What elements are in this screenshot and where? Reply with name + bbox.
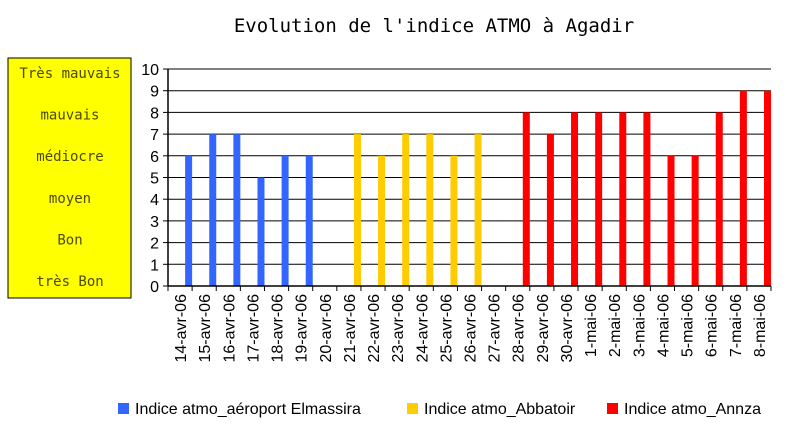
bar <box>402 134 410 286</box>
legend: Indice atmo_aéroport Elmassira Indice atm… <box>118 401 761 418</box>
x-tick-label: 14-avr-06 <box>173 294 190 363</box>
quality-label: moyen <box>49 191 91 207</box>
bar <box>595 112 603 287</box>
quality-label: mauvais <box>40 108 99 124</box>
bar <box>233 134 241 286</box>
x-tick-label: 26-avr-06 <box>463 294 480 363</box>
y-tick-label: 8 <box>150 105 159 122</box>
x-tick-label: 24-avr-06 <box>414 294 431 363</box>
bar <box>619 112 627 287</box>
bar <box>281 155 289 286</box>
y-tick-label: 4 <box>150 192 159 209</box>
bar <box>426 134 434 286</box>
bar <box>474 134 482 286</box>
bar <box>691 155 699 286</box>
y-tick-label: 2 <box>150 236 159 253</box>
x-tick-label: 28-avr-06 <box>511 294 528 363</box>
bar <box>450 155 458 286</box>
x-tick-label: 6-mai-06 <box>704 294 721 357</box>
x-tick-label: 3-mai-06 <box>631 294 648 357</box>
legend-swatch <box>607 403 618 414</box>
legend-label: Indice atmo_aéroport Elmassira <box>135 401 361 418</box>
legend-swatch <box>407 403 418 414</box>
chart-title: Evolution de l'indice ATMO à Agadir <box>234 15 634 37</box>
y-tick-label: 6 <box>150 149 159 166</box>
x-tick-label: 22-avr-06 <box>366 294 383 363</box>
bar <box>522 112 530 287</box>
y-tick-label: 5 <box>150 171 159 188</box>
x-tick-label: 23-avr-06 <box>390 294 407 363</box>
legend-swatch <box>118 403 129 414</box>
x-tick-label: 1-mai-06 <box>583 294 600 357</box>
x-tick-label: 19-avr-06 <box>294 294 311 363</box>
y-tick-label: 7 <box>150 127 159 144</box>
bar <box>643 112 651 287</box>
quality-label: très Bon <box>36 274 103 290</box>
x-tick-label: 27-avr-06 <box>487 294 504 363</box>
quality-label: médiocre <box>36 149 103 165</box>
bar <box>764 90 771 286</box>
quality-scale-background <box>7 57 132 299</box>
x-tick-label: 4-mai-06 <box>655 294 672 357</box>
quality-label: Très mauvais <box>19 66 120 82</box>
x-tick-label: 15-avr-06 <box>197 294 214 363</box>
bar <box>378 155 386 286</box>
x-tick-label: 30-avr-06 <box>559 294 576 363</box>
x-tick-label: 17-avr-06 <box>245 294 262 363</box>
x-tick-label: 5-mai-06 <box>680 294 697 357</box>
bar <box>546 134 554 286</box>
x-tick-label: 8-mai-06 <box>752 294 769 357</box>
bar <box>667 155 675 286</box>
y-tick-label: 10 <box>141 62 159 79</box>
bar <box>305 155 313 286</box>
y-tick-label: 0 <box>150 279 159 296</box>
bar <box>715 112 723 287</box>
bar <box>739 90 747 286</box>
quality-scale-box: Très mauvais mauvais médiocre moyen Bon très … <box>7 57 132 299</box>
x-tick-label: 18-avr-06 <box>270 294 287 363</box>
plot-area: 0 1 2 3 4 5 6 7 8 9 10 14-avr-06 15-avr-06 16-avr-06… <box>141 62 772 363</box>
x-tick-label: 7-mai-06 <box>728 294 745 357</box>
x-tick-label: 21-avr-06 <box>342 294 359 363</box>
bar <box>353 134 361 286</box>
bar <box>257 177 265 286</box>
legend-label: Indice atmo_Abbatoir <box>424 401 576 418</box>
y-tick-label: 1 <box>150 257 159 274</box>
x-tick-label: 25-avr-06 <box>438 294 455 363</box>
bar <box>209 134 217 286</box>
y-tick-label: 9 <box>150 84 159 101</box>
quality-label: Bon <box>57 232 82 248</box>
x-tick-label: 2-mai-06 <box>607 294 624 357</box>
x-tick-label: 29-avr-06 <box>535 294 552 363</box>
y-tick-label: 3 <box>150 214 159 231</box>
x-tick-label: 16-avr-06 <box>221 294 238 363</box>
bar <box>571 112 579 287</box>
x-tick-label: 20-avr-06 <box>318 294 335 363</box>
bar <box>185 155 193 286</box>
legend-label: Indice atmo_Annza <box>624 401 761 418</box>
